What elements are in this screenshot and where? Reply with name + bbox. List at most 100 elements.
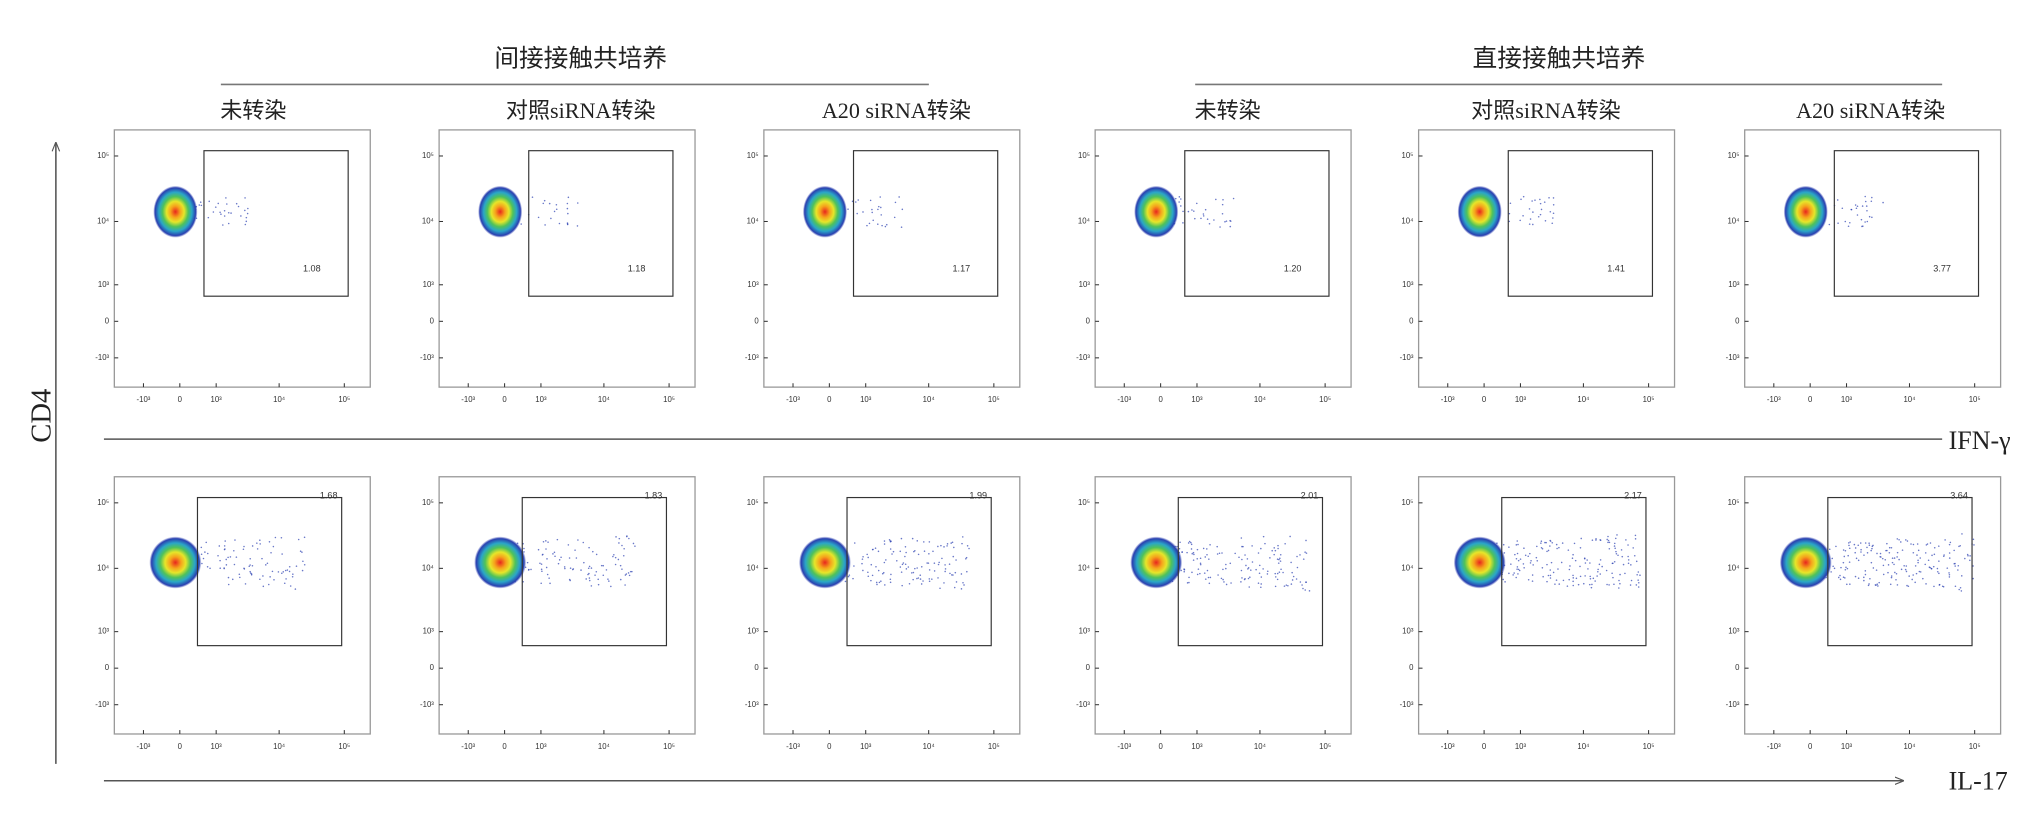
event-dot: [966, 545, 969, 547]
event-dot: [1894, 571, 1896, 574]
x-tick-label: -10³: [1441, 742, 1455, 751]
event-dot: [1969, 559, 1971, 562]
event-dot: [1579, 547, 1582, 549]
event-dot: [206, 566, 209, 568]
event-dot: [1903, 565, 1905, 567]
event-dot: [899, 550, 902, 553]
event-dot: [1893, 557, 1896, 559]
event-dot: [291, 575, 294, 578]
gate: [1827, 496, 1973, 647]
event-dot: [1548, 197, 1550, 199]
event-dot: [1528, 208, 1531, 210]
event-dot: [1225, 220, 1228, 222]
event-dot: [877, 205, 880, 208]
event-dot: [1633, 554, 1636, 557]
event-dot: [1540, 542, 1542, 544]
event-dot: [1243, 578, 1246, 581]
event-dot: [1517, 568, 1520, 571]
event-dot: [1833, 567, 1836, 570]
event-dot: [1888, 551, 1891, 554]
event-dot: [1844, 220, 1847, 223]
event-dot: [954, 571, 957, 574]
event-dot: [1510, 563, 1512, 565]
x-tick-label: 0: [1482, 395, 1487, 404]
event-dot: [960, 588, 963, 590]
event-dot: [1846, 567, 1849, 570]
event-dot: [1514, 553, 1516, 556]
event-dot: [202, 557, 205, 560]
plot-frame: [438, 476, 696, 735]
event-dot: [569, 567, 572, 569]
event-dot: [1509, 202, 1512, 205]
event-dot: [1868, 215, 1871, 218]
event-dot: [1502, 578, 1504, 581]
event-dot: [1222, 198, 1224, 201]
y-tick-label: 10⁴: [1078, 563, 1090, 572]
event-dot: [1540, 540, 1543, 542]
event-dot: [625, 535, 628, 538]
x-tick-label: -10³: [786, 395, 800, 404]
y-tick-label: 10⁴: [747, 217, 759, 226]
event-dot: [1202, 547, 1205, 550]
event-dot: [1841, 207, 1844, 210]
plot-frame: [763, 476, 1021, 735]
event-dot: [1866, 209, 1868, 212]
event-dot: [1881, 557, 1884, 560]
event-dot: [634, 545, 636, 547]
event-dot: [1905, 539, 1907, 541]
event-dot: [1874, 584, 1877, 586]
event-dot: [621, 544, 623, 547]
event-dot: [1904, 568, 1907, 571]
event-dot: [1857, 544, 1860, 547]
event-dot: [1882, 564, 1885, 567]
event-dot: [1558, 546, 1560, 549]
event-dot: [286, 569, 289, 571]
x-tick-label: 10⁵: [663, 395, 675, 404]
y-tick-label: 10⁵: [1078, 151, 1090, 160]
event-dot: [1247, 568, 1249, 570]
event-dot: [1882, 201, 1884, 204]
y-tick-label: 0: [1086, 663, 1091, 672]
event-dot: [1194, 217, 1196, 220]
event-dot: [227, 222, 230, 225]
event-dot: [1187, 210, 1190, 213]
event-dot: [1639, 574, 1641, 576]
event-dot: [1558, 583, 1561, 585]
event-dot: [1960, 590, 1963, 592]
event-dot: [1251, 561, 1254, 563]
event-dot: [597, 578, 599, 581]
event-dot: [1282, 571, 1284, 574]
event-dot: [1290, 561, 1292, 564]
event-dot: [1515, 544, 1518, 546]
event-dot: [1299, 554, 1301, 556]
event-dot: [953, 546, 955, 549]
event-dot: [872, 548, 874, 551]
event-dot: [952, 555, 955, 558]
event-dot: [1949, 541, 1952, 544]
event-dot: [200, 553, 203, 556]
event-dot: [1953, 549, 1955, 552]
event-dot: [1582, 582, 1585, 585]
event-dot: [1907, 585, 1910, 588]
event-dot: [1864, 573, 1867, 576]
event-dot: [875, 565, 877, 568]
event-dot: [1619, 582, 1621, 585]
event-dot: [885, 223, 888, 226]
event-dot: [946, 545, 948, 547]
event-dot: [1584, 562, 1587, 564]
event-dot: [1583, 557, 1586, 559]
event-dot: [613, 554, 615, 556]
gate: [203, 150, 349, 297]
event-dot: [1597, 568, 1599, 571]
event-dot: [543, 199, 546, 202]
event-dot: [1529, 562, 1532, 564]
event-dot: [576, 225, 579, 227]
event-dot: [1938, 572, 1940, 575]
event-dot: [928, 569, 931, 571]
event-dot: [904, 563, 907, 566]
y-tick-label: -10³: [95, 353, 109, 362]
event-dot: [1938, 545, 1940, 547]
event-dot: [853, 565, 855, 567]
event-dot: [1957, 569, 1959, 571]
event-dot: [1556, 547, 1558, 550]
